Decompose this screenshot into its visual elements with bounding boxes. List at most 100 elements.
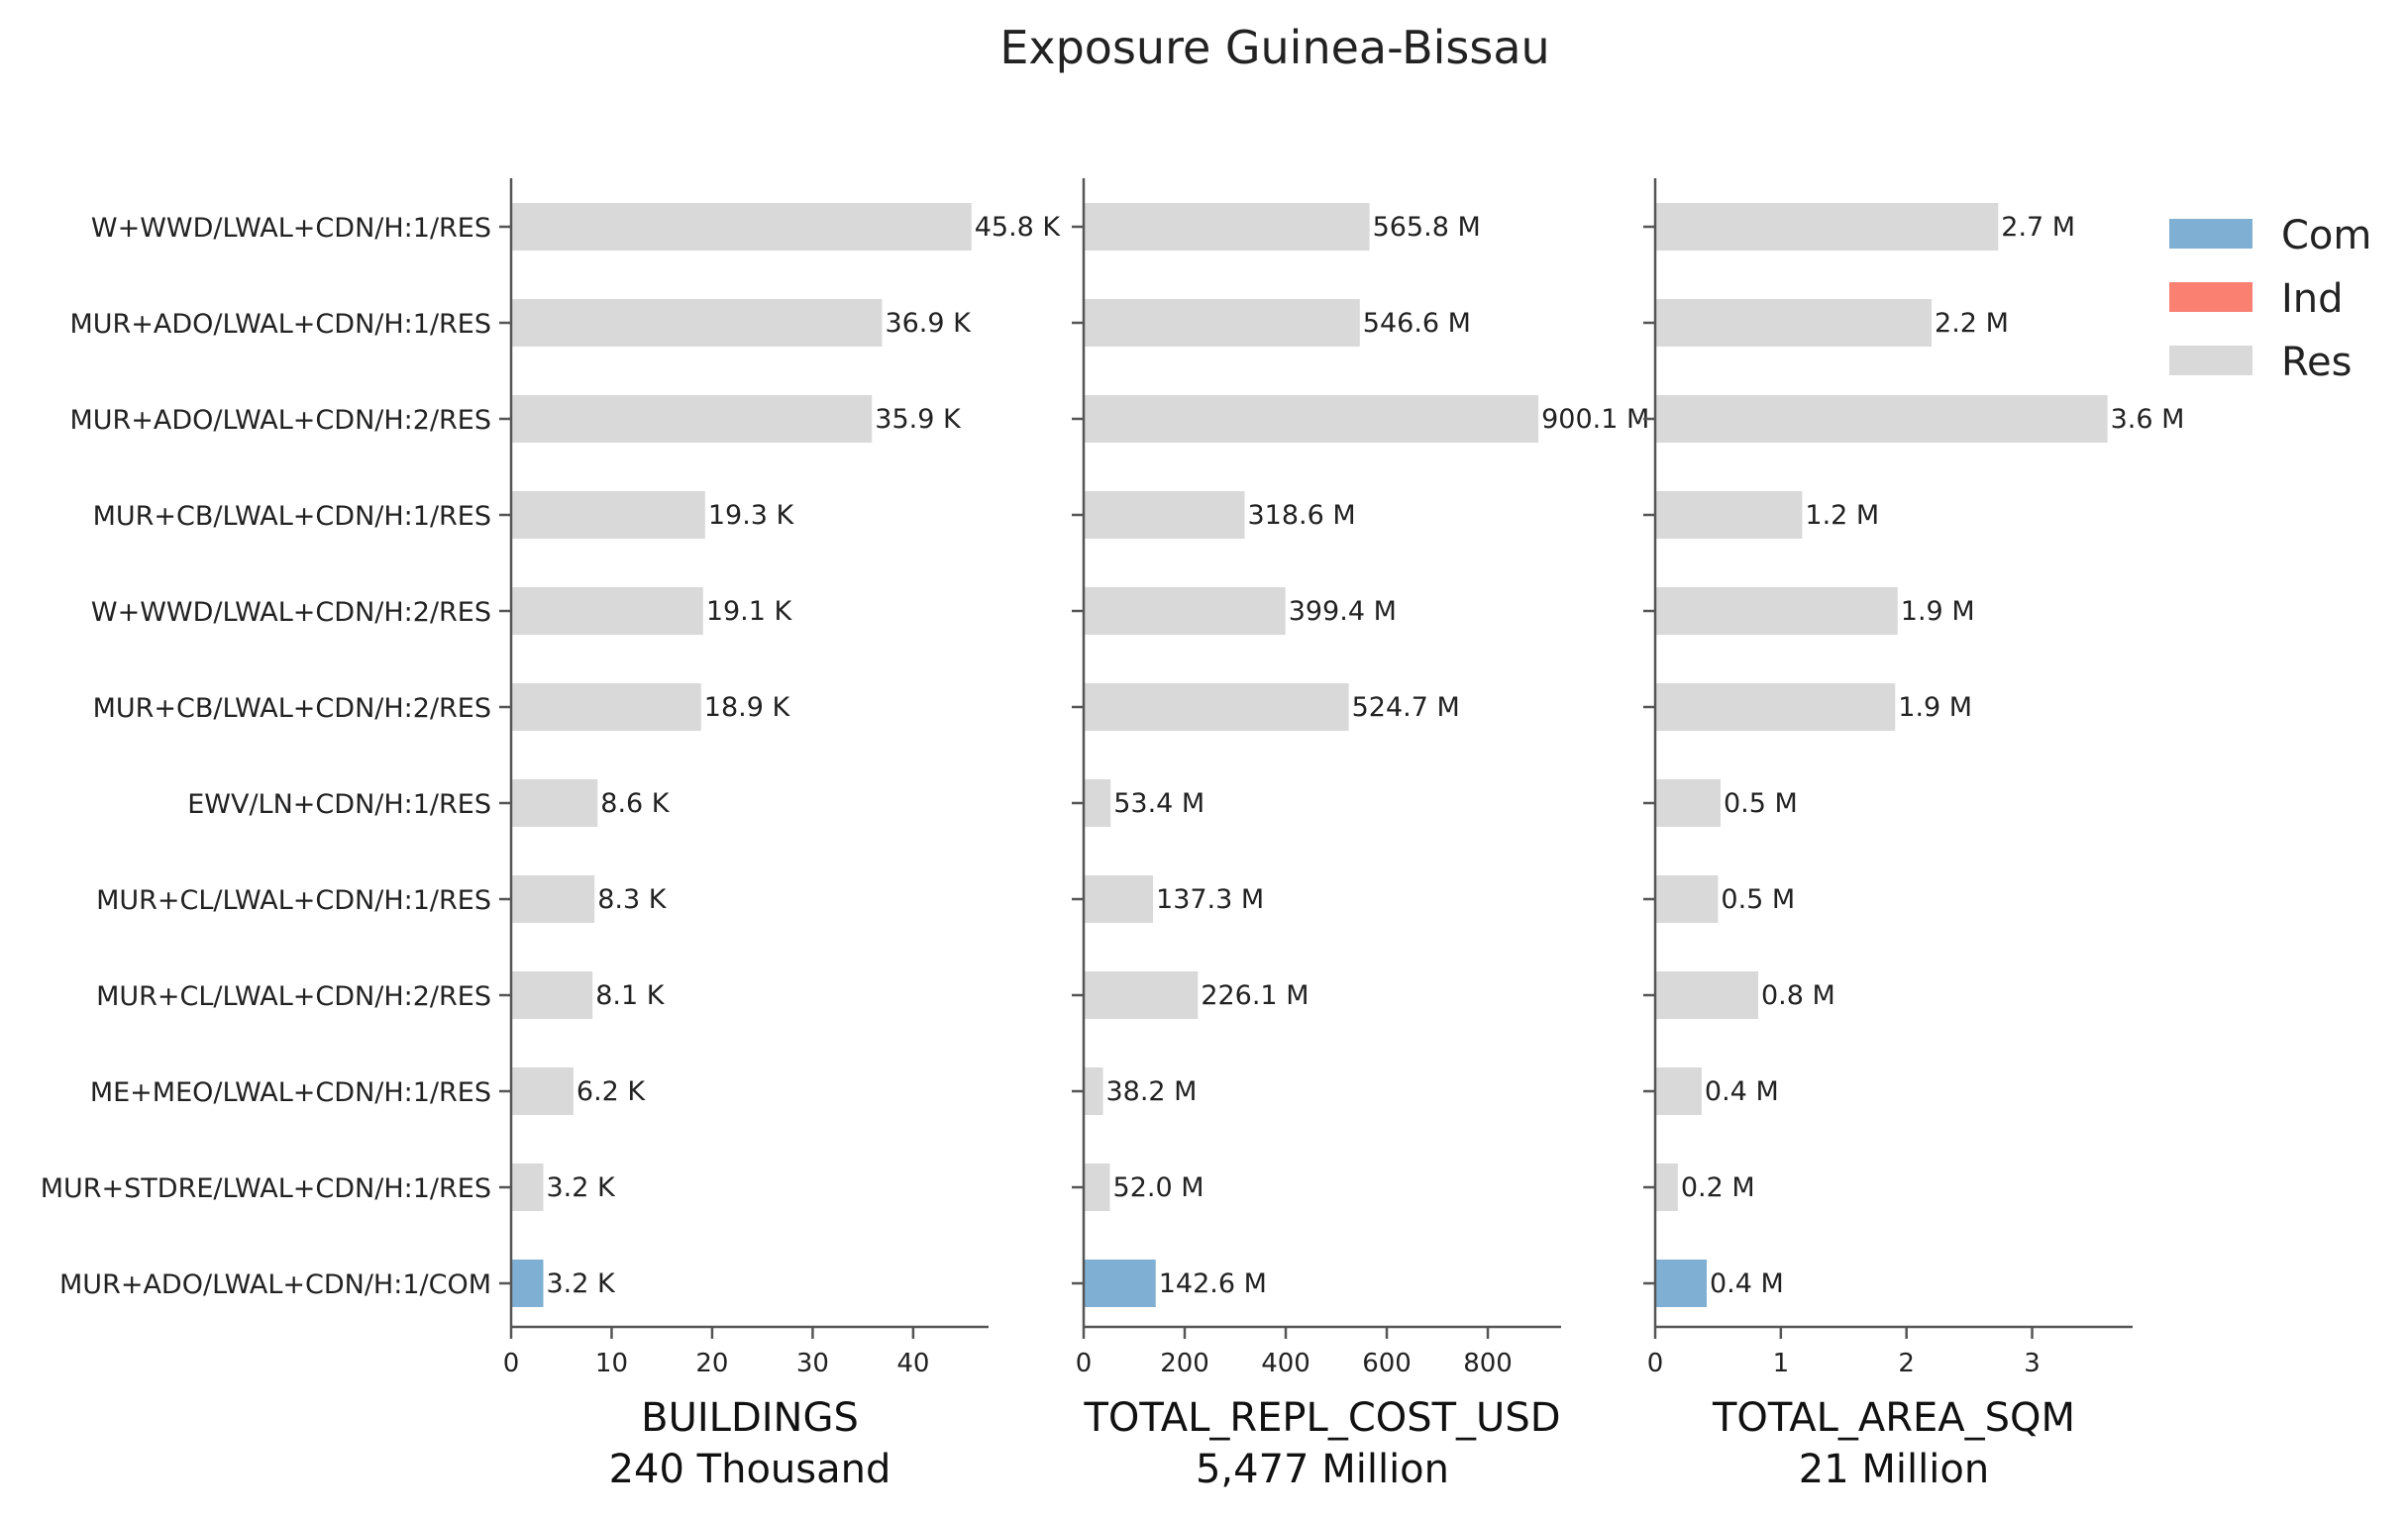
bar-com bbox=[1655, 1260, 1708, 1307]
category-label: MUR+ADO/LWAL+CDN/H:2/RES bbox=[69, 405, 491, 436]
x-tick-label: 0 bbox=[503, 1349, 520, 1378]
category-label: MUR+STDRE/LWAL+CDN/H:1/RES bbox=[41, 1173, 491, 1204]
bar-res bbox=[1084, 491, 1245, 539]
bar-res bbox=[511, 779, 598, 827]
bar-value-label: 0.2 M bbox=[1681, 1172, 1755, 1203]
bar-value-label: 142.6 M bbox=[1159, 1268, 1267, 1299]
bar-value-label: 524.7 M bbox=[1352, 692, 1460, 723]
bar-value-label: 2.7 M bbox=[2001, 212, 2075, 243]
bar-value-label: 53.4 M bbox=[1113, 788, 1204, 819]
bar-value-label: 19.1 K bbox=[706, 596, 793, 627]
bar-res bbox=[1655, 587, 1898, 635]
category-label: MUR+CL/LWAL+CDN/H:1/RES bbox=[96, 885, 491, 916]
bar-value-label: 1.9 M bbox=[1901, 596, 1975, 627]
bar-value-label: 318.6 M bbox=[1248, 500, 1356, 531]
x-tick-label: 3 bbox=[2024, 1349, 2041, 1378]
x-axis-total: 21 Million bbox=[1799, 1447, 1989, 1492]
bar-value-label: 6.2 K bbox=[576, 1076, 647, 1107]
legend-item-ind: Ind bbox=[2169, 276, 2344, 322]
bar-res bbox=[511, 299, 883, 347]
bar-value-label: 45.8 K bbox=[975, 212, 1062, 243]
bar-res bbox=[1084, 395, 1539, 443]
bar-res bbox=[511, 395, 873, 443]
legend-label: Ind bbox=[2281, 276, 2344, 322]
bar-value-label: 399.4 M bbox=[1289, 596, 1397, 627]
bar-res bbox=[1084, 971, 1199, 1019]
bar-value-label: 35.9 K bbox=[875, 404, 962, 435]
bar-value-label: 38.2 M bbox=[1105, 1076, 1197, 1107]
bar-res bbox=[1084, 875, 1154, 923]
bar-res bbox=[1084, 299, 1360, 347]
bar-value-label: 18.9 K bbox=[704, 692, 791, 723]
category-label: MUR+CB/LWAL+CDN/H:2/RES bbox=[93, 693, 491, 724]
x-tick-label: 800 bbox=[1463, 1349, 1513, 1378]
bar-res bbox=[511, 1067, 574, 1115]
bar-value-label: 3.6 M bbox=[2111, 404, 2185, 435]
bar-value-label: 1.9 M bbox=[1898, 692, 1972, 723]
category-label: MUR+ADO/LWAL+CDN/H:1/COM bbox=[59, 1269, 491, 1300]
legend-swatch bbox=[2169, 219, 2252, 249]
x-axis-total: 240 Thousand bbox=[609, 1447, 891, 1492]
panel-1: 45.8 K 36.9 K 35.9 K 19.3 K 19.1 K 18.9 K 8.6 … bbox=[41, 178, 1062, 1492]
bar-res bbox=[1655, 1067, 1702, 1115]
bar-res bbox=[511, 683, 701, 731]
bar-res bbox=[511, 1164, 544, 1211]
x-tick-label: 2 bbox=[1898, 1349, 1915, 1378]
bar-value-label: 1.2 M bbox=[1805, 500, 1879, 531]
x-axis-label: BUILDINGS bbox=[641, 1395, 859, 1441]
x-tick-label: 0 bbox=[1076, 1349, 1093, 1378]
bar-res bbox=[511, 491, 705, 539]
bar-value-label: 137.3 M bbox=[1156, 884, 1264, 915]
bar-res bbox=[1084, 683, 1349, 731]
legend-swatch bbox=[2169, 346, 2252, 375]
bar-res bbox=[511, 971, 593, 1019]
bar-value-label: 19.3 K bbox=[708, 500, 795, 531]
bar-res bbox=[1655, 299, 1933, 347]
bar-value-label: 8.6 K bbox=[600, 788, 671, 819]
bar-value-label: 0.4 M bbox=[1710, 1268, 1784, 1299]
x-axis-total: 5,477 Million bbox=[1196, 1447, 1449, 1492]
bar-value-label: 8.3 K bbox=[597, 884, 668, 915]
category-label: W+WWD/LWAL+CDN/H:2/RES bbox=[91, 597, 491, 628]
bar-value-label: 0.8 M bbox=[1761, 980, 1835, 1011]
legend-label: Com bbox=[2281, 213, 2371, 258]
x-tick-label: 40 bbox=[896, 1349, 929, 1378]
x-tick-label: 400 bbox=[1261, 1349, 1310, 1378]
bar-value-label: 0.5 M bbox=[1724, 788, 1798, 819]
x-tick-label: 0 bbox=[1647, 1349, 1664, 1378]
bar-value-label: 0.5 M bbox=[1721, 884, 1795, 915]
bar-value-label: 565.8 M bbox=[1373, 212, 1481, 243]
category-label: W+WWD/LWAL+CDN/H:1/RES bbox=[91, 213, 491, 244]
bar-res bbox=[1655, 1164, 1678, 1211]
bar-value-label: 0.4 M bbox=[1705, 1076, 1779, 1107]
bar-res bbox=[1655, 395, 2108, 443]
x-tick-label: 200 bbox=[1160, 1349, 1209, 1378]
category-label: MUR+CL/LWAL+CDN/H:2/RES bbox=[96, 981, 491, 1012]
bar-res bbox=[511, 587, 703, 635]
bar-value-label: 546.6 M bbox=[1363, 308, 1471, 339]
bar-res bbox=[1084, 587, 1286, 635]
bar-res bbox=[1084, 1164, 1110, 1211]
bar-res bbox=[511, 203, 972, 251]
category-label: MUR+ADO/LWAL+CDN/H:1/RES bbox=[69, 309, 491, 340]
x-tick-label: 30 bbox=[796, 1349, 829, 1378]
bar-res bbox=[1655, 491, 1803, 539]
bar-res bbox=[1655, 203, 1999, 251]
legend-label: Res bbox=[2281, 340, 2352, 385]
bar-value-label: 8.1 K bbox=[595, 980, 666, 1011]
category-label: ME+MEO/LWAL+CDN/H:1/RES bbox=[90, 1077, 491, 1108]
bar-value-label: 2.2 M bbox=[1935, 308, 2009, 339]
x-tick-label: 600 bbox=[1362, 1349, 1412, 1378]
bar-value-label: 52.0 M bbox=[1113, 1172, 1204, 1203]
bar-value-label: 36.9 K bbox=[885, 308, 972, 339]
category-label: EWV/LN+CDN/H:1/RES bbox=[187, 789, 491, 820]
bar-res bbox=[511, 875, 595, 923]
legend-swatch bbox=[2169, 282, 2252, 312]
chart-legend: Com Ind Res bbox=[2169, 213, 2371, 385]
x-tick-label: 20 bbox=[695, 1349, 728, 1378]
bar-res bbox=[1655, 875, 1719, 923]
chart-title: Exposure Guinea-Bissau bbox=[999, 21, 1549, 74]
panel-2: 565.8 M 546.6 M 900.1 M 318.6 M 399.4 M 524.7… bbox=[1072, 178, 1649, 1492]
bar-res bbox=[1655, 779, 1721, 827]
